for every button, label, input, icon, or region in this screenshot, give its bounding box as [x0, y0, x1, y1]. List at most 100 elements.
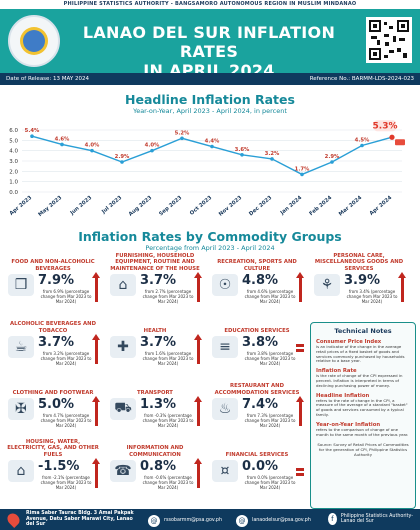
commodity-section-title: Inflation Rates by Commodity Groups: [78, 229, 342, 244]
commodity-section-subtitle: Percentage from April 2023 - April 2024: [145, 244, 275, 252]
source-note: Source: Survey of Retail Prices of Commo…: [317, 442, 409, 457]
commodity-card: RESTAURANT AND ACCOMMODATION SERVICES ♨ 7.…: [210, 382, 304, 440]
commodity-previous-rate: from -0.3% (percentage change from Mar 2…: [142, 413, 194, 428]
email-link-1[interactable]: @ rssobarmm@psa.gov.ph: [148, 515, 222, 527]
data-point: [90, 148, 94, 153]
x-tick-label: Apr 2023: [9, 195, 34, 217]
yoy-inflation-text: refers to the comparison of change of on…: [316, 426, 409, 437]
data-point: [300, 172, 304, 177]
commodity-rate: 3.7%: [38, 335, 75, 350]
x-tick-label: Jan 2024: [279, 195, 304, 217]
commodity-previous-rate: from 3.4% (percentage change from Mar 20…: [346, 289, 398, 304]
data-point: [60, 142, 64, 147]
y-tick-label: 3.0: [9, 159, 18, 165]
technical-notes-title: Technical Notes: [334, 327, 392, 335]
reference-number: Reference No.: BARMM-LDS-2024-023: [309, 76, 414, 82]
books-icon: ≡: [212, 336, 238, 358]
psa-seal-logo: [8, 15, 60, 67]
email-link-2[interactable]: @ lanaodelsur@psa.gov.ph: [236, 515, 311, 527]
data-label: 2.9%: [325, 154, 340, 160]
commodity-rate: 7.9%: [38, 273, 75, 288]
bottle-icon: ☕: [8, 336, 34, 358]
x-tick-label: Oct 2023: [189, 195, 214, 217]
y-tick-label: 5.0: [9, 138, 18, 144]
data-label: 3.6%: [235, 147, 250, 153]
commodity-name: RESTAURANT AND ACCOMMODATION SERVICES: [214, 383, 300, 396]
x-tick-label: Sep 2023: [158, 195, 183, 218]
data-point: [240, 153, 244, 157]
x-tick-label: Feb 2024: [308, 195, 333, 217]
data-label: 5.3%: [373, 122, 398, 132]
data-point: [180, 136, 184, 141]
arrow-up-icon: [398, 272, 406, 302]
footer-bar: Rima Saber Taurac Bldg. 3 Amai Pakpak Av…: [0, 509, 420, 530]
commodity-name: FOOD AND NON-ALCOHOLIC BEVERAGES: [11, 259, 95, 272]
data-point: [270, 157, 274, 161]
commodity-rate: 5.0%: [38, 397, 75, 412]
commodity-card: HEALTH ✚ 3.7% from 1.6% (percentage change …: [108, 320, 202, 378]
release-date: Date of Release: 13 MAY 2024: [6, 76, 89, 82]
data-point: [30, 134, 34, 138]
data-point: [120, 160, 124, 164]
house-icon: ⌂: [8, 460, 34, 482]
data-label: 5.4%: [25, 128, 40, 134]
commodity-previous-rate: from -0.6% (percentage change from Mar 2…: [142, 475, 194, 490]
data-label: 4.0%: [85, 143, 100, 149]
commodity-card: ALCOHOLIC BEVERAGES AND TOBACCO ☕ 3.7% from…: [6, 320, 100, 378]
shirt-icon: ✠: [8, 398, 34, 420]
data-point: [150, 148, 154, 153]
x-tick-label: Jul 2023: [100, 195, 123, 216]
email-icon: @: [236, 515, 248, 527]
commodity-rate: 7.4%: [242, 397, 279, 412]
facebook-text: Philippine Statistics Authority-Lanao de…: [340, 513, 413, 525]
email-1-text: rssobarmm@psa.gov.ph: [164, 518, 222, 523]
inflation-rate-text: is the rate of change of the CPI express…: [316, 373, 403, 388]
inflation-rate-heading: Inflation Rate: [316, 368, 357, 375]
commodity-name: HOUSING, WATER, ELECTRICITY, GAS, AND OT…: [7, 438, 99, 458]
headline-section-title: Headline Inflation Rates: [125, 92, 295, 107]
office-address: Rima Saber Taurac Bldg. 3 Amai Pakpak Av…: [26, 511, 134, 527]
release-info-bar: Date of Release: 13 MAY 2024 Reference N…: [0, 73, 420, 85]
commodity-card: RECREATION, SPORTS AND CULTURE ☉ 4.8% from …: [210, 258, 304, 316]
commodity-previous-rate: from 4.7% (percentage change from Mar 20…: [40, 413, 92, 428]
data-label: 4.5%: [355, 138, 370, 144]
commodity-previous-rate: from 6.9% (percentage change from Mar 20…: [40, 289, 92, 304]
restaurant-icon: ♨: [212, 398, 238, 420]
y-tick-label: 4.0: [9, 149, 18, 155]
agency-banner: PHILIPPINE STATISTICS AUTHORITY - BANGSA…: [63, 1, 357, 7]
location-pin-icon: [5, 511, 22, 528]
qr-code-icon[interactable]: [366, 17, 412, 63]
facebook-icon: f: [328, 513, 337, 525]
commodity-previous-rate: from 2.7% (percentage change from Mar 20…: [142, 289, 194, 304]
yoy-inflation-heading: Year-on-Year Inflation: [316, 421, 381, 428]
commodity-card: FURNISHING, HOUSEHOLD EQUIPMENT, ROUTINE…: [108, 253, 202, 316]
facebook-link[interactable]: f Philippine Statistics Authority-Lanao …: [328, 513, 418, 525]
commodity-card: TRANSPORT ⛟ 1.3% from -0.3% (percentage cha…: [108, 382, 202, 440]
commodity-rate: 1.3%: [140, 397, 177, 412]
commodity-rate: 3.9%: [344, 273, 381, 288]
arrow-up-icon: [296, 396, 304, 426]
commodity-rate: 0.0%: [242, 459, 279, 474]
commodity-rate: 0.8%: [140, 459, 177, 474]
sofa-icon: ⌂: [110, 274, 136, 296]
commodity-rate: 3.8%: [242, 335, 279, 350]
x-tick-label: Apr 2024: [369, 195, 394, 217]
equal-sign-icon: [296, 458, 304, 488]
commodity-name: EDUCATION SERVICES: [224, 327, 290, 334]
commodity-previous-rate: from 0.0% (percentage change from Mar 20…: [244, 475, 296, 490]
basket-icon: ❒: [8, 274, 34, 296]
commodity-name: HEALTH: [143, 327, 167, 334]
data-label: 2.9%: [115, 154, 130, 160]
page-title-line1: LANAO DEL SUR INFLATION RATES: [82, 23, 336, 61]
data-point: [360, 143, 364, 148]
data-label: 4.0%: [145, 143, 160, 149]
page-title: LANAO DEL SUR INFLATION RATES IN APRIL 2…: [64, 23, 354, 80]
data-point: [330, 160, 334, 164]
commodity-rate: 3.7%: [140, 273, 177, 288]
headline-inflation-chart: 0.0 1.0 2.0 3.0 4.0 5.0 6.0 5.4% Apr 2023 4.6% May…: [9, 120, 405, 218]
arrow-up-icon: [194, 334, 202, 364]
commodity-rate: -1.5%: [38, 459, 80, 474]
personal-care-icon: ⚘: [314, 274, 340, 296]
email-2-text: lanaodelsur@psa.gov.ph: [252, 518, 311, 523]
commodity-name: ALCOHOLIC BEVERAGES AND TOBACCO: [10, 321, 96, 334]
